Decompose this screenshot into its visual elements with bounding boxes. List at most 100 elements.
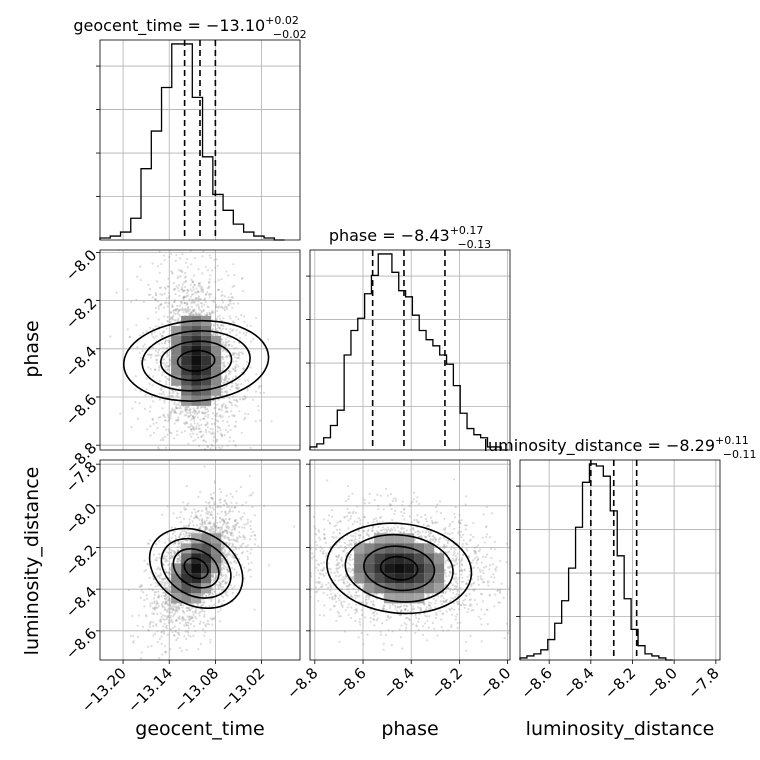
scatter-point <box>156 427 159 430</box>
scatter-point <box>350 606 353 609</box>
scatter-point <box>415 624 418 627</box>
scatter-point <box>216 323 219 326</box>
scatter-point <box>194 297 197 300</box>
scatter-point <box>209 522 212 525</box>
scatter-point <box>234 369 237 373</box>
scatter-point <box>250 548 253 551</box>
density-cell <box>211 335 222 346</box>
scatter-point <box>233 525 236 528</box>
scatter-point <box>170 551 173 554</box>
scatter-point <box>210 497 214 500</box>
scatter-point <box>249 446 252 449</box>
scatter-point <box>217 600 220 604</box>
scatter-point <box>178 401 181 404</box>
scatter-point <box>233 519 236 522</box>
scatter-point <box>221 557 224 560</box>
scatter-point <box>166 582 169 585</box>
scatter-point <box>187 426 190 429</box>
scatter-point <box>194 291 197 294</box>
scatter-point <box>197 461 199 463</box>
scatter-point <box>149 356 152 359</box>
scatter-point <box>222 518 225 521</box>
scatter-point <box>224 499 227 502</box>
scatter-point <box>187 415 190 418</box>
scatter-point <box>164 363 167 367</box>
scatter-point <box>160 615 163 618</box>
scatter-point <box>172 543 175 546</box>
scatter-point <box>437 540 441 543</box>
scatter-point <box>218 314 221 317</box>
scatter-point <box>176 546 179 549</box>
scatter-point <box>153 593 156 597</box>
scatter-point <box>163 614 166 618</box>
scatter-point <box>237 547 240 550</box>
scatter-point <box>178 304 181 307</box>
scatter-point <box>166 505 169 508</box>
scatter-point <box>191 281 194 284</box>
scatter-point <box>247 486 249 488</box>
scatter-point <box>199 430 202 433</box>
density-cell <box>171 325 182 336</box>
scatter-point <box>206 445 209 448</box>
scatter-point <box>173 282 176 285</box>
scatter-point <box>211 575 214 579</box>
scatter-point <box>234 519 237 522</box>
scatter-point <box>200 423 203 426</box>
scatter-point <box>194 611 197 615</box>
scatter-point <box>236 405 239 408</box>
scatter-point <box>163 259 166 262</box>
scatter-point <box>208 311 211 314</box>
scatter-point <box>167 378 170 381</box>
density-cell <box>171 355 182 366</box>
scatter-point <box>165 327 168 330</box>
scatter-point <box>148 623 151 626</box>
scatter-point <box>217 398 221 401</box>
scatter-point <box>180 308 183 311</box>
density-cell <box>171 345 182 356</box>
scatter-point <box>197 290 200 293</box>
scatter-point <box>241 398 244 401</box>
scatter-point <box>225 393 228 396</box>
scatter-point <box>205 507 208 510</box>
scatter-point <box>140 584 143 588</box>
scatter-point <box>399 531 402 534</box>
scatter-point <box>170 316 173 319</box>
contour-line <box>160 537 232 599</box>
scatter-point <box>130 426 133 429</box>
scatter-point <box>161 334 165 338</box>
scatter-point <box>161 513 164 516</box>
scatter-point <box>211 574 214 578</box>
scatter-point <box>226 451 228 453</box>
scatter-point <box>202 244 204 246</box>
scatter-point <box>155 358 159 362</box>
scatter-point <box>357 529 361 533</box>
scatter-point <box>201 412 204 415</box>
scatter-point <box>176 549 179 552</box>
scatter-point <box>153 597 156 600</box>
scatter-point <box>467 555 470 558</box>
scatter-point <box>159 572 162 575</box>
scatter-point <box>210 293 213 296</box>
scatter-point <box>221 531 224 535</box>
scatter-point <box>164 594 167 597</box>
scatter-point <box>224 340 227 344</box>
scatter-point <box>168 245 170 247</box>
scatter-point <box>222 362 225 365</box>
scatter-point <box>179 533 182 536</box>
scatter-point <box>180 603 183 606</box>
scatter-point <box>218 600 221 603</box>
scatter-point <box>149 539 152 542</box>
scatter-point <box>346 593 349 596</box>
scatter-point <box>189 532 192 535</box>
scatter-point <box>176 559 179 563</box>
scatter-point <box>177 542 180 545</box>
scatter-point <box>243 397 246 400</box>
scatter-point <box>229 492 232 495</box>
scatter-point <box>205 506 208 509</box>
scatter-point <box>201 519 204 522</box>
scatter-point <box>167 614 170 617</box>
scatter-point <box>173 552 176 555</box>
scatter-point <box>157 318 160 321</box>
scatter-point <box>235 363 238 366</box>
scatter-point <box>172 309 176 312</box>
